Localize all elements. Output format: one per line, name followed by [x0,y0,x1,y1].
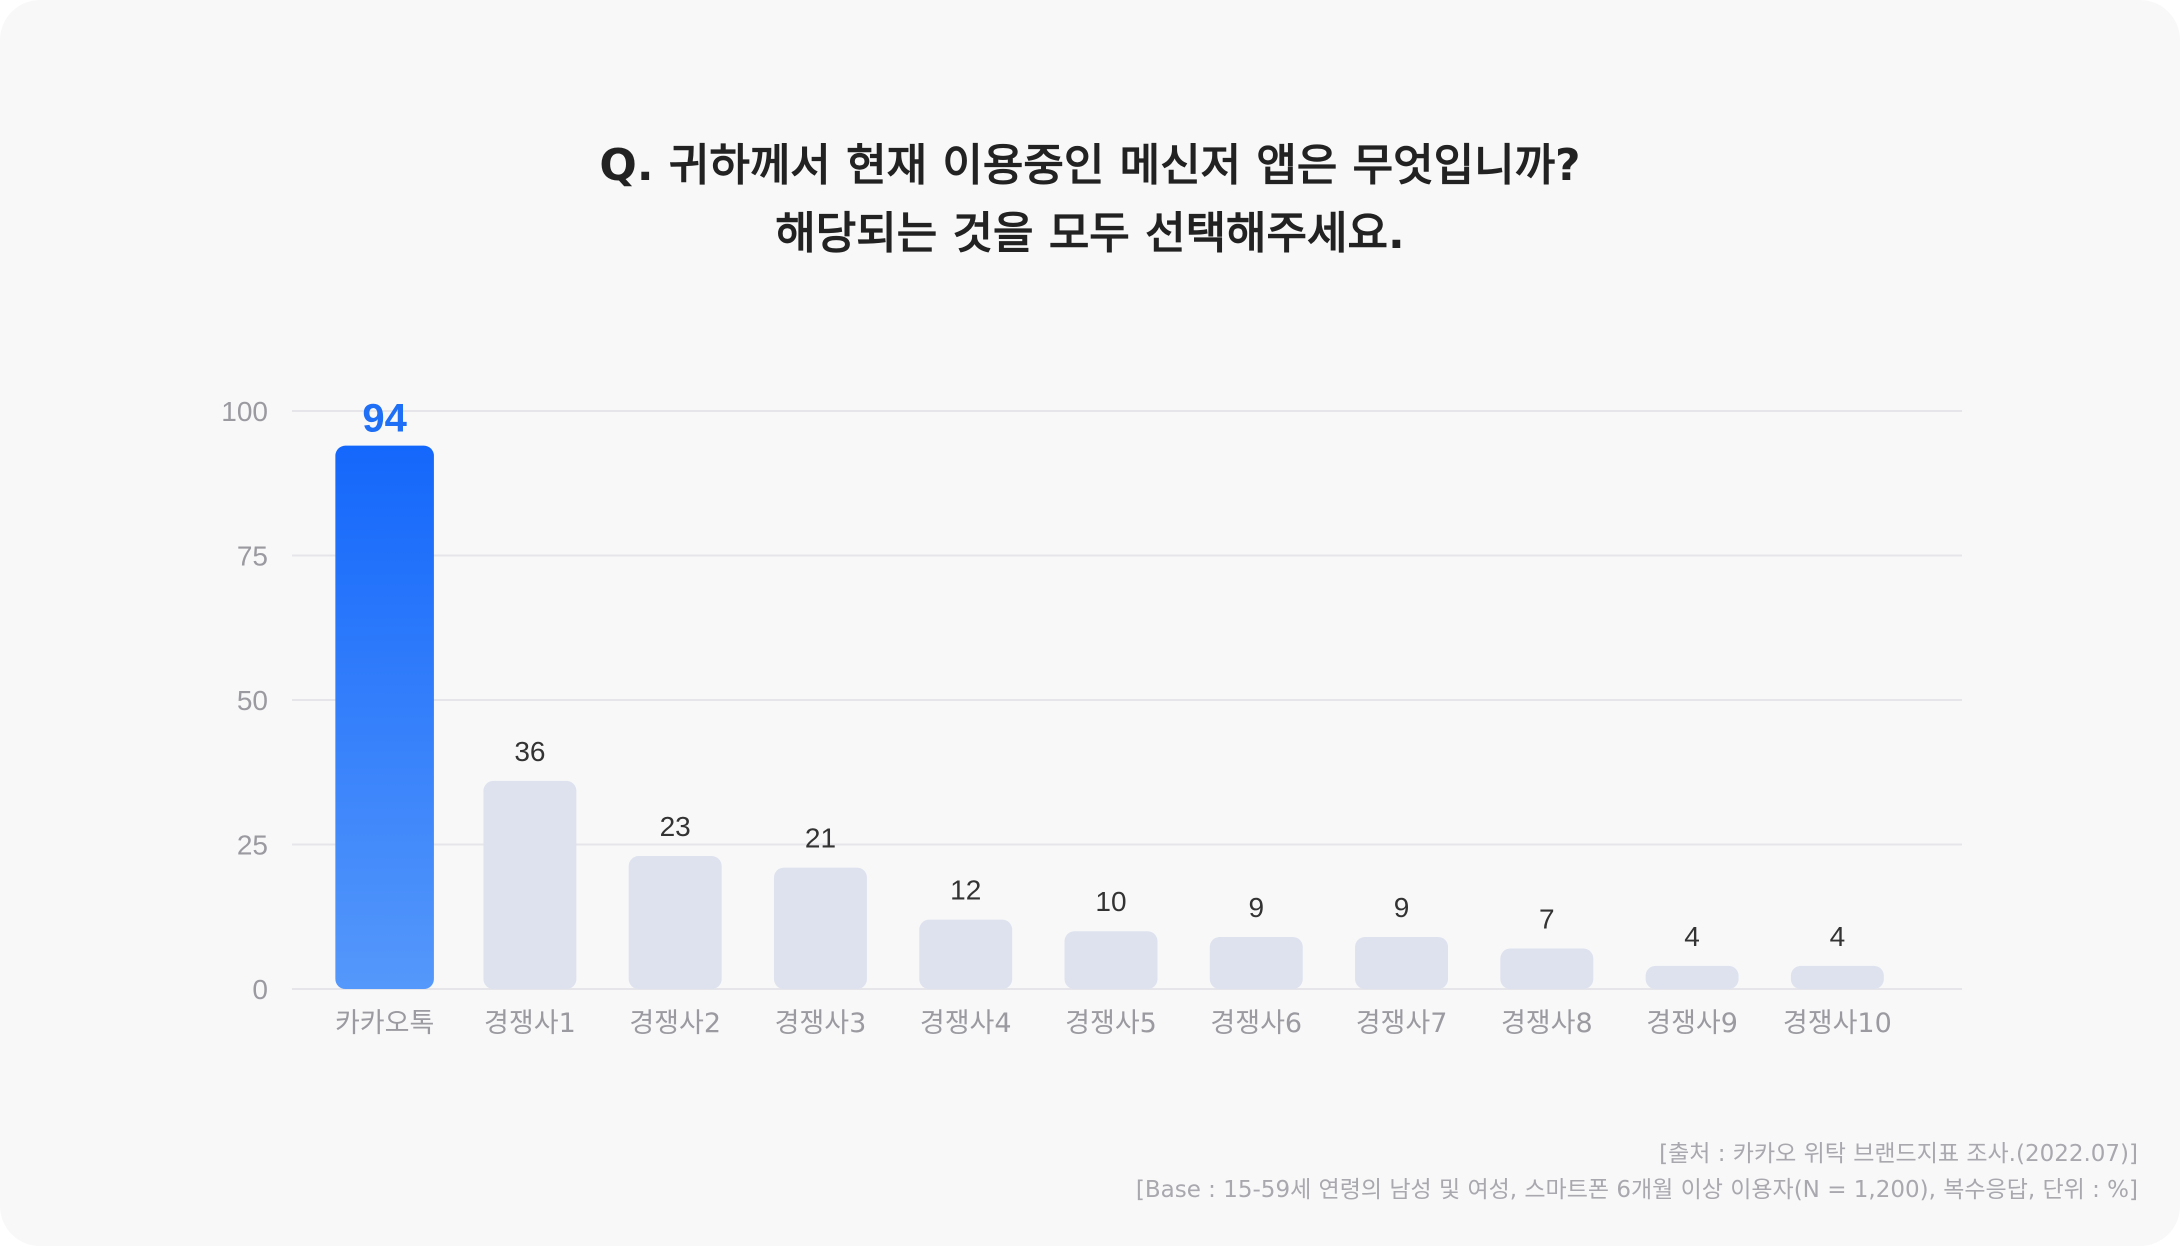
title-line-2: 해당되는 것을 모두 선택해주세요. [775,208,1405,259]
bar-11 [1790,965,1884,989]
x-tick-label-1: 카카오톡 [335,1008,434,1039]
data-label-7: 9 [1248,892,1264,923]
y-tick-label: 25 [237,830,268,861]
x-tick-label-11: 경쟁사10 [1783,1008,1892,1039]
data-label-8: 9 [1394,892,1410,923]
x-tick-label-6: 경쟁사5 [1065,1008,1157,1039]
source-note: [출처 : 카카오 위탁 브랜드지표 조사.(2022.07)] [Base :… [1136,1136,2138,1208]
data-label-2: 36 [514,736,545,767]
bars [335,445,1884,989]
bar-3 [628,856,722,989]
bar-2 [483,780,577,989]
data-label-1: 94 [362,397,407,441]
bar-9 [1500,948,1594,989]
data-labels: 94 36 23 21 12 10 9 9 7 4 4 [362,397,1845,952]
x-tick-label-7: 경쟁사6 [1210,1008,1302,1039]
data-label-9: 7 [1539,904,1555,935]
x-tick-label-9: 경쟁사8 [1501,1008,1593,1039]
bar-5 [919,919,1013,989]
y-tick-label: 100 [221,396,268,427]
bar-8 [1355,936,1449,989]
source-line-1: [출처 : 카카오 위탁 브랜드지표 조사.(2022.07)] [1659,1141,2138,1167]
x-tick-label-5: 경쟁사4 [920,1008,1012,1039]
y-tick-label: 75 [237,541,268,572]
x-tick-label-10: 경쟁사9 [1646,1008,1738,1039]
data-label-5: 12 [950,875,981,906]
x-tick-label-3: 경쟁사2 [629,1008,721,1039]
x-axis-ticks: 카카오톡 경쟁사1 경쟁사2 경쟁사3 경쟁사4 경쟁사5 경쟁사6 경쟁사7 경쟁사8 경쟁사9… [335,1008,1892,1039]
data-label-10: 4 [1684,921,1700,952]
x-tick-label-2: 경쟁사1 [484,1008,576,1039]
bar-10 [1645,965,1739,989]
chart-title: Q. 귀하께서 현재 이용중인 메신저 앱은 무엇입니까? 해당되는 것을 모두… [0,132,2180,268]
data-label-3: 23 [660,811,691,842]
bar-7 [1209,936,1303,989]
y-tick-label: 0 [252,974,268,1005]
data-label-11: 4 [1830,921,1846,952]
x-tick-label-4: 경쟁사3 [775,1008,867,1039]
x-tick-label-8: 경쟁사7 [1356,1008,1448,1039]
y-tick-label: 50 [237,685,268,716]
bar-1 [335,445,434,989]
bar-4 [773,867,867,989]
source-line-2: [Base : 15-59세 연령의 남성 및 여성, 스마트폰 6개월 이상 … [1135,1177,2138,1203]
y-axis-ticks: 0 25 50 75 100 [221,396,268,1005]
data-label-6: 10 [1095,886,1126,917]
bar-6 [1064,931,1158,989]
data-label-4: 21 [805,823,836,854]
title-line-1: Q. 귀하께서 현재 이용중인 메신저 앱은 무엇입니까? [599,140,1581,191]
